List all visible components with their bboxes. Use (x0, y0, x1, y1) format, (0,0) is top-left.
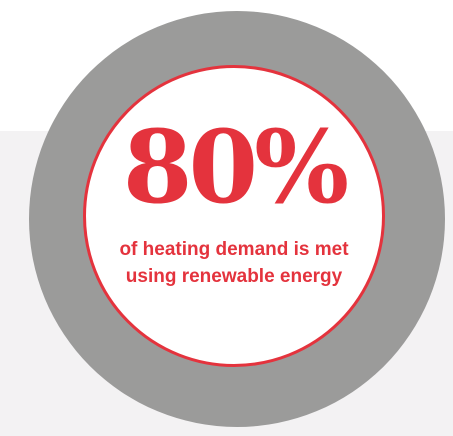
inner-white-circle (83, 65, 385, 367)
stat-percentage: 80% (122, 108, 349, 226)
stat-caption: of heating demand is met using renewable… (119, 239, 349, 287)
